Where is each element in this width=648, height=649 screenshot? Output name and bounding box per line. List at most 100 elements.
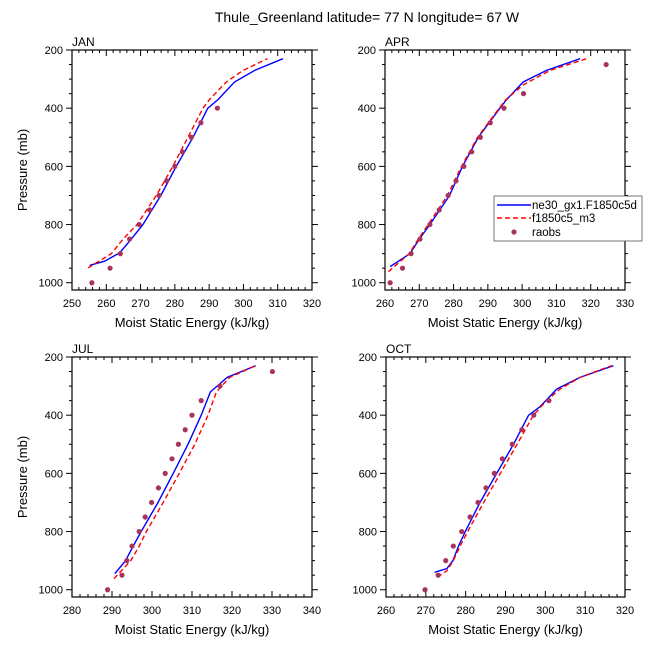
series-line-ne30-gx1	[434, 365, 614, 573]
raobs-point	[164, 178, 170, 184]
raobs-point	[399, 265, 406, 271]
raobs-point	[453, 178, 459, 184]
raobs-point	[427, 221, 433, 228]
raobs-point	[483, 485, 489, 491]
x-axis-label: Moist Static Energy (kJ/kg)	[115, 315, 270, 330]
x-tick-label: 310	[576, 605, 594, 617]
x-tick-label: 310	[183, 605, 201, 617]
y-tick-label: 600	[45, 161, 63, 173]
raobs-point	[162, 470, 168, 476]
raobs-point	[117, 251, 123, 257]
raobs-point	[467, 514, 473, 520]
raobs-point	[155, 485, 161, 491]
panel-oct: 260 270 280 290 300 310 320 200 400 600 800 1000 OCT…	[353, 342, 635, 637]
x-tick-label: 320	[582, 298, 600, 310]
y-tick-label: 1000	[39, 278, 63, 290]
panel-title: JAN	[72, 35, 95, 49]
x-tick-label: 270	[131, 298, 149, 310]
x-tick-label: 320	[303, 298, 321, 310]
raobs-point	[129, 543, 135, 549]
x-tick-label: 310	[547, 298, 565, 310]
raobs-point	[422, 587, 428, 593]
x-tick-label: 250	[63, 298, 81, 310]
y-tick-label: 200	[45, 352, 63, 364]
legend-label: ne30_gx1.F1850c5d	[532, 200, 637, 212]
x-tick-label: 280	[63, 605, 81, 617]
raobs-point	[127, 236, 133, 242]
x-tick-label: 280	[456, 605, 474, 617]
raobs-point	[491, 470, 497, 476]
raobs-point	[469, 149, 475, 155]
raobs-point	[436, 207, 442, 213]
raobs-point	[450, 543, 456, 549]
raobs-point	[107, 265, 113, 271]
raobs-point	[147, 207, 153, 213]
y-tick-label: 400	[359, 410, 377, 422]
x-tick-label: 270	[410, 298, 428, 310]
legend-label: f1850c5_m3	[532, 213, 595, 225]
y-axis-label: Pressure (mb)	[15, 436, 30, 518]
x-axis-label: Moist Static Energy (kJ/kg)	[428, 315, 583, 330]
raobs-point	[487, 120, 493, 126]
series-line-f1850c5-m3	[87, 58, 268, 269]
raobs-point	[105, 587, 111, 593]
raobs-point	[443, 558, 449, 564]
legend-label: raobs	[532, 227, 561, 239]
panel-jan: 250 260 270 280 290 300 310 320 200 400 600 800 1000…	[15, 35, 321, 330]
raobs-point	[435, 572, 441, 578]
x-tick-label: 290	[200, 298, 218, 310]
raobs-point	[198, 120, 204, 126]
x-tick-label: 260	[377, 605, 395, 617]
plot-frame	[71, 356, 313, 598]
raobs-point	[119, 572, 125, 578]
raobs-point	[445, 192, 451, 199]
plot-frame	[384, 49, 626, 291]
y-axis-label: Pressure (mb)	[15, 129, 30, 211]
raobs-point	[169, 456, 175, 462]
x-tick-label: 300	[143, 605, 161, 617]
raobs-point	[217, 383, 223, 389]
y-tick-label: 400	[45, 103, 63, 115]
raobs-point	[188, 134, 194, 140]
raobs-point	[475, 499, 481, 506]
raobs-point	[189, 412, 195, 418]
x-tick-label: 300	[513, 298, 531, 310]
raobs-point	[519, 427, 525, 433]
figure-title: Thule_Greenland latitude= 77 N longitude…	[215, 9, 520, 25]
y-tick-label: 800	[45, 527, 63, 539]
raobs-point	[179, 149, 185, 155]
raobs-point	[175, 441, 181, 447]
raobs-point	[477, 134, 483, 140]
y-tick-label: 200	[358, 45, 376, 57]
panel-title: JUL	[72, 342, 94, 356]
y-tick-label: 1000	[353, 585, 377, 597]
raobs-point	[198, 398, 204, 404]
series-line-ne30-gx1	[89, 58, 284, 266]
raobs-point	[408, 251, 414, 257]
x-tick-label: 280	[166, 298, 184, 310]
raobs-point	[603, 61, 609, 68]
x-tick-label: 310	[269, 298, 287, 310]
y-tick-label: 600	[45, 468, 63, 480]
y-tick-label: 200	[359, 352, 377, 364]
raobs-point	[89, 280, 95, 286]
raobs-point	[461, 163, 467, 169]
raobs-point	[172, 163, 178, 169]
legend-marker	[511, 229, 517, 235]
y-tick-label: 1000	[39, 585, 63, 597]
panel-title: APR	[385, 35, 410, 49]
raobs-point	[509, 441, 515, 447]
x-tick-label: 290	[496, 605, 514, 617]
raobs-point	[501, 105, 507, 111]
plot-frame	[71, 49, 313, 291]
raobs-point	[142, 514, 148, 520]
y-tick-label: 400	[45, 410, 63, 422]
raobs-point	[149, 499, 155, 506]
raobs-point	[136, 528, 142, 535]
x-axis-label: Moist Static Energy (kJ/kg)	[428, 622, 583, 637]
raobs-point	[136, 221, 142, 228]
x-tick-label: 290	[479, 298, 497, 310]
x-tick-label: 260	[376, 298, 394, 310]
